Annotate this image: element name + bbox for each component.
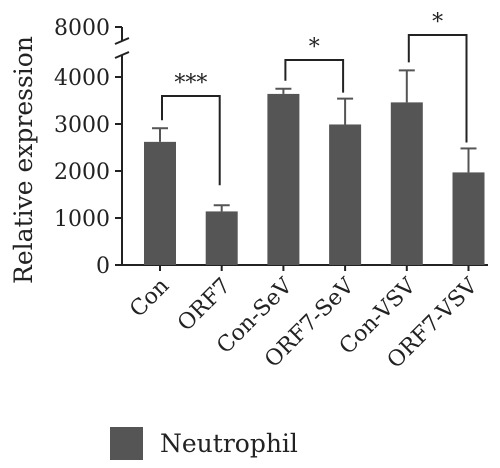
significance-bracket	[161, 95, 221, 186]
significance-bracket	[284, 59, 345, 93]
bar-orf7	[205, 211, 238, 265]
bar-con-vsv	[390, 102, 423, 265]
axis-break-mark	[114, 51, 130, 59]
bar-orf7-vsv	[452, 172, 485, 265]
significance-brackets	[161, 34, 468, 186]
y-tick-label: 1000	[54, 207, 110, 232]
significance-label: *	[432, 10, 443, 35]
legend: Neutrophil	[110, 427, 298, 460]
x-tick-label: Con	[125, 274, 174, 323]
axis-break-mark	[114, 37, 130, 45]
significance-label: ***	[174, 71, 207, 96]
y-tick-label: 8000	[54, 16, 110, 41]
y-tick-label: 2000	[54, 160, 110, 185]
y-axis-label: Relative expression	[9, 36, 38, 284]
legend-swatch	[110, 427, 143, 460]
bar-con	[144, 141, 176, 265]
significance-bracket	[407, 34, 468, 143]
significance-label: *	[309, 35, 320, 60]
bar-orf7-sev	[329, 124, 362, 265]
chart-axes	[114, 26, 488, 271]
legend-label: Neutrophil	[160, 429, 298, 458]
y-tick-label: 4000	[54, 66, 110, 91]
bar-con-sev	[267, 93, 300, 265]
y-tick-label: 0	[96, 254, 110, 279]
chart-bars	[144, 69, 485, 265]
y-tick-label: 3000	[54, 113, 110, 138]
